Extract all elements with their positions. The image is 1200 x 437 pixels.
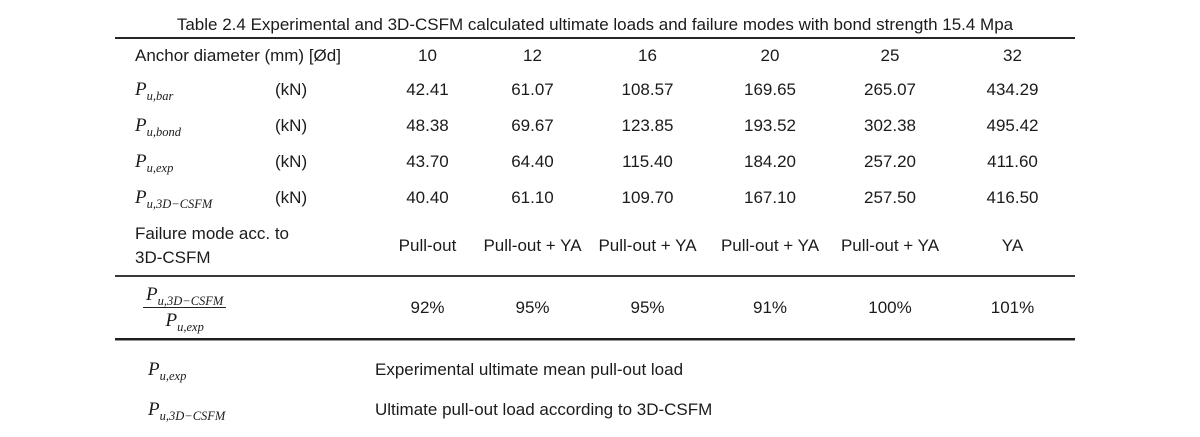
ratio-fraction: Pu,3D−CSFM Pu,exp — [143, 283, 227, 333]
symbol-cell: Pu,exp — [135, 151, 174, 175]
value-cell: 42.41 — [406, 80, 449, 99]
ratio-value: 92% — [410, 297, 445, 317]
failure-mode-label-line2: 3D-CSFM — [135, 247, 211, 267]
symbol-cell: Pu,3D−CSFM — [135, 187, 213, 211]
value-cell: 411.60 — [987, 152, 1038, 171]
ratio-label: Pu,3D−CSFM Pu,exp — [115, 283, 375, 333]
row-pu-3dcsfm: Pu,3D−CSFM (kN) 40.40 61.10 109.70 167.1… — [115, 180, 1075, 216]
header-col-32: 32 — [1003, 45, 1022, 65]
value-cell: 48.38 — [406, 116, 449, 135]
unit-cell: (kN) — [275, 80, 308, 99]
ratio-value: 91% — [752, 297, 788, 317]
header-col-25: 25 — [880, 45, 900, 65]
unit-cell: (kN) — [275, 188, 308, 207]
table-header-row: Anchor diameter (mm) [Ød] 10 12 16 20 25… — [115, 39, 1075, 72]
symbol-cell: Pu,bar — [135, 79, 174, 103]
value-cell: 302.38 — [864, 116, 916, 135]
ratio-value: 95% — [515, 297, 550, 317]
value-cell: 108.57 — [621, 80, 674, 99]
value-cell: 265.07 — [864, 80, 916, 99]
value-cell: 40.40 — [406, 188, 449, 207]
header-col-20: 20 — [760, 45, 780, 65]
value-cell: 193.52 — [744, 116, 796, 135]
value-cell: 169.65 — [744, 80, 796, 99]
value-cell: 61.10 — [511, 188, 554, 207]
row-pu-bond: Pu,bond (kN) 48.38 69.67 123.85 193.52 3… — [115, 108, 1075, 144]
value-cell: 495.42 — [986, 116, 1039, 135]
unit-cell: (kN) — [275, 116, 308, 135]
footnote-pu-exp: Pu,exp Experimental ultimate mean pull-o… — [148, 350, 1078, 390]
footnote-pu-3dcsfm: Pu,3D−CSFM Ultimate pull-out load accord… — [148, 390, 1078, 430]
symbol-cell: Pu,bond — [135, 115, 181, 139]
ratio-value: 101% — [990, 297, 1035, 317]
value-cell: 115.40 — [622, 152, 673, 171]
value-cell: 416.50 — [986, 188, 1039, 207]
footnote-description: Ultimate pull-out load according to 3D-C… — [375, 400, 713, 419]
failure-mode-value: YA — [1001, 235, 1024, 255]
header-col-10: 10 — [418, 45, 437, 65]
value-cell: 69.67 — [511, 116, 554, 135]
failure-mode-value: Pull-out + YA — [483, 235, 582, 255]
table-caption: Table 2.4 Experimental and 3D-CSFM calcu… — [115, 12, 1075, 39]
failure-mode-value: Pull-out + YA — [598, 235, 697, 255]
footnote-symbol: Pu,exp — [148, 359, 187, 383]
value-cell: 434.29 — [986, 80, 1039, 99]
failure-mode-value: Pull-out — [398, 235, 457, 255]
table-2-4: Table 2.4 Experimental and 3D-CSFM calcu… — [115, 12, 1075, 341]
header-col-16: 16 — [638, 45, 657, 65]
footnotes-section: Pu,exp Experimental ultimate mean pull-o… — [148, 350, 1078, 430]
failure-mode-value: Pull-out + YA — [840, 235, 940, 255]
row-pu-exp: Pu,exp (kN) 43.70 64.40 115.40 184.20 25… — [115, 144, 1075, 180]
header-col-12: 12 — [523, 45, 542, 65]
failure-mode-label: Failure mode acc. to 3D-CSFM — [115, 222, 375, 270]
value-cell: 167.10 — [744, 188, 796, 207]
failure-mode-value: Pull-out + YA — [720, 235, 820, 255]
ratio-row: Pu,3D−CSFM Pu,exp 92% 95% 95% 91% 100% 1… — [115, 277, 1075, 338]
footnote-symbol: Pu,3D−CSFM — [148, 399, 226, 423]
value-cell: 61.07 — [511, 80, 554, 99]
value-cell: 43.70 — [406, 152, 449, 171]
table-bottom-rule — [115, 338, 1075, 341]
value-cell: 184.20 — [744, 152, 796, 171]
value-cell: 257.20 — [864, 152, 916, 171]
value-cell: 257.50 — [864, 188, 916, 207]
failure-mode-row: Failure mode acc. to 3D-CSFM Pull-out Pu… — [115, 216, 1075, 277]
ratio-numerator: Pu,3D−CSFM — [146, 283, 224, 308]
header-label: Anchor diameter (mm) [Ød] — [135, 45, 341, 65]
row-pu-bar: Pu,bar (kN) 42.41 61.07 108.57 169.65 26… — [115, 72, 1075, 108]
value-cell: 123.85 — [621, 116, 674, 135]
unit-cell: (kN) — [275, 152, 308, 171]
ratio-denominator: Pu,exp — [143, 306, 227, 333]
value-cell: 64.40 — [511, 152, 554, 171]
ratio-value: 100% — [868, 297, 912, 317]
footnote-description: Experimental ultimate mean pull-out load — [375, 360, 684, 379]
ratio-value: 95% — [630, 297, 665, 317]
failure-mode-label-line1: Failure mode acc. to — [135, 223, 290, 243]
value-cell: 109.70 — [621, 188, 674, 207]
